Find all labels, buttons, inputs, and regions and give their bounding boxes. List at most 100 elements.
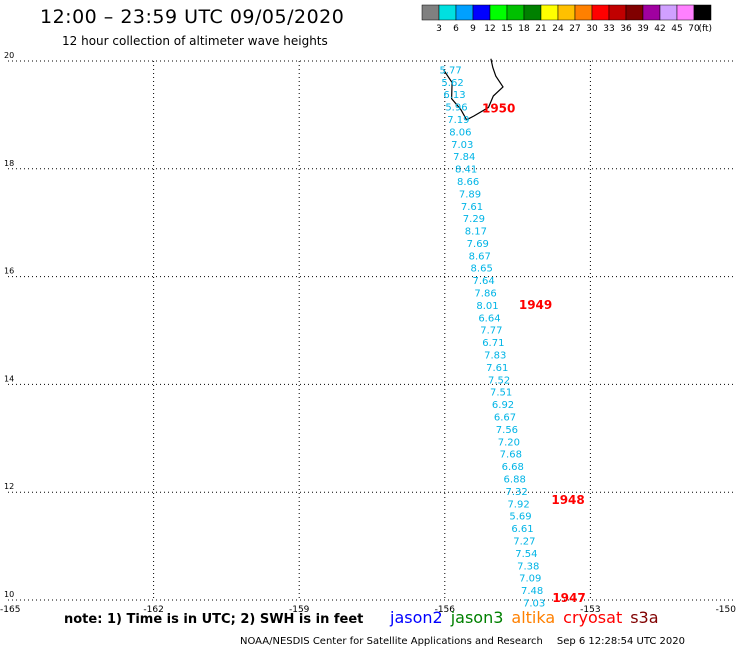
latitude-tick-label: 16 — [4, 267, 14, 276]
colorbar-label: 27 — [569, 24, 580, 34]
colorbar-swatch — [455, 4, 474, 21]
wave-height-value: 6.67 — [494, 413, 516, 424]
colorbar-swatch — [642, 4, 661, 21]
wave-height-value: 7.29 — [463, 214, 485, 225]
colorbar-swatch — [421, 4, 440, 21]
colorbar-label: 12 — [484, 24, 495, 34]
colorbar-label: 45 — [671, 24, 682, 34]
wave-height-value: 7.77 — [480, 326, 502, 337]
longitude-tick-label: -159 — [289, 605, 310, 615]
colorbar-label: 36 — [620, 24, 632, 34]
wave-height-value: 6.88 — [504, 474, 526, 485]
wave-height-value: 7.61 — [486, 363, 508, 374]
time-label: 1948 — [551, 493, 584, 507]
wave-height-value: 7.56 — [496, 425, 518, 436]
wave-height-value: 6.64 — [478, 313, 500, 324]
wave-height-value: 7.61 — [461, 202, 483, 213]
wave-height-value: 7.84 — [453, 152, 475, 163]
colorbar-label: 30 — [586, 24, 598, 34]
credit-text: NOAA/NESDIS Center for Satellite Applica… — [240, 636, 543, 647]
wave-height-value: 5.69 — [509, 512, 531, 523]
wave-height-value: 7.38 — [517, 561, 539, 572]
colorbar-label: 3 — [436, 24, 442, 34]
wave-height-value: 8.41 — [455, 165, 477, 176]
longitude-tick-label: -153 — [580, 605, 600, 615]
latitude-tick-label: 10 — [4, 590, 14, 599]
wave-height-value: 8.17 — [465, 227, 487, 238]
colorbar-swatch — [608, 4, 627, 21]
lat-lon-grid: -165 -162 -159 -156 -153 -150 20 18 16 14 12 10 — [0, 51, 736, 615]
time-label: 1950 — [482, 102, 515, 116]
satellite-legend: jason2 jason3 altika cryosat s3a — [390, 608, 667, 627]
page-subtitle: 12 hour collection of altimeter wave hei… — [62, 34, 328, 48]
colorbar-label: 6 — [453, 24, 459, 34]
colorbar-label: 39 — [637, 24, 649, 34]
wave-height-value: 7.27 — [513, 536, 535, 547]
latitude-tick-label: 18 — [4, 159, 14, 168]
wave-height-value: 7.51 — [490, 388, 512, 399]
wave-height-value: 7.83 — [484, 351, 506, 362]
wave-height-value: 7.69 — [467, 239, 489, 250]
wave-height-value: 7.86 — [474, 289, 496, 300]
wave-height-value: 7.48 — [521, 586, 543, 597]
wave-height-value: 5.77 — [439, 65, 461, 76]
colorbar-label: 33 — [603, 24, 614, 34]
time-labels: 1950 1949 1948 1947 — [482, 102, 586, 605]
credit-timestamp: Sep 6 12:28:54 UTC 2020 — [556, 636, 685, 647]
colorbar-swatch — [489, 4, 508, 21]
colorbar-label: 70 — [688, 24, 700, 34]
colorbar-legend: 3 6 9 12 15 18 21 24 27 30 33 36 39 42 45 70(ft) — [421, 4, 712, 34]
colorbar-label: 21 — [535, 24, 546, 34]
wave-height-value: 7.92 — [507, 499, 529, 510]
wave-height-value: 7.89 — [459, 189, 481, 200]
wave-height-value: 6.61 — [511, 524, 533, 535]
wave-height-value: 8.65 — [471, 264, 493, 275]
longitude-tick-label: -165 — [0, 605, 20, 615]
colorbar-swatch — [591, 4, 610, 21]
wave-height-value: 8.06 — [449, 127, 471, 138]
colorbar-swatch — [523, 4, 542, 21]
satellite-legend-item: s3a — [630, 608, 659, 627]
wave-height-value: 8.66 — [457, 177, 479, 188]
wave-height-value: 7.09 — [519, 574, 541, 585]
footer-note: note: 1) Time is in UTC; 2) SWH is in fe… — [64, 612, 364, 627]
wave-height-value: 6.71 — [482, 338, 504, 349]
colorbar-swatch — [659, 4, 678, 21]
colorbar-label: 15 — [501, 24, 512, 34]
latitude-tick-label: 14 — [4, 374, 14, 383]
wave-height-value: 7.03 — [523, 598, 545, 609]
colorbar-swatch — [574, 4, 593, 21]
credit-line: NOAA/NESDIS Center for Satellite Applica… — [240, 636, 685, 647]
colorbar-swatch — [438, 4, 457, 21]
satellite-legend-item: jason3 — [450, 608, 504, 627]
page-title: 12:00 – 23:59 UTC 09/05/2020 — [40, 6, 345, 28]
longitude-tick-label: -150 — [716, 605, 737, 615]
latitude-tick-label: 12 — [4, 482, 14, 491]
wave-height-value: 6.68 — [502, 462, 524, 473]
colorbar-swatch — [557, 4, 576, 21]
satellite-legend-item: altika — [511, 608, 556, 627]
colorbar-label: 18 — [518, 24, 530, 34]
colorbar-label: 24 — [552, 24, 564, 34]
satellite-legend-item: cryosat — [563, 608, 623, 627]
time-label: 1949 — [519, 298, 552, 312]
colorbar-swatch — [676, 4, 695, 21]
coastline — [443, 58, 504, 121]
wave-height-value: 7.64 — [472, 276, 494, 287]
wave-height-value: 7.19 — [447, 115, 469, 126]
colorbar-swatch — [472, 4, 491, 21]
longitude-tick-label: -162 — [143, 605, 163, 615]
colorbar-swatch — [506, 4, 525, 21]
wave-height-value: 7.52 — [488, 375, 510, 386]
island-coastline — [443, 58, 504, 121]
wave-height-value: 7.68 — [500, 450, 522, 461]
wave-height-value: 7.03 — [451, 140, 473, 151]
wave-height-value: 7.54 — [515, 549, 537, 560]
colorbar-label: 42 — [654, 24, 665, 34]
wave-height-value: 7.32 — [505, 487, 527, 498]
colorbar-unit: (ft) — [698, 24, 712, 34]
colorbar-swatch — [693, 4, 712, 21]
latitude-tick-label: 20 — [4, 51, 14, 60]
